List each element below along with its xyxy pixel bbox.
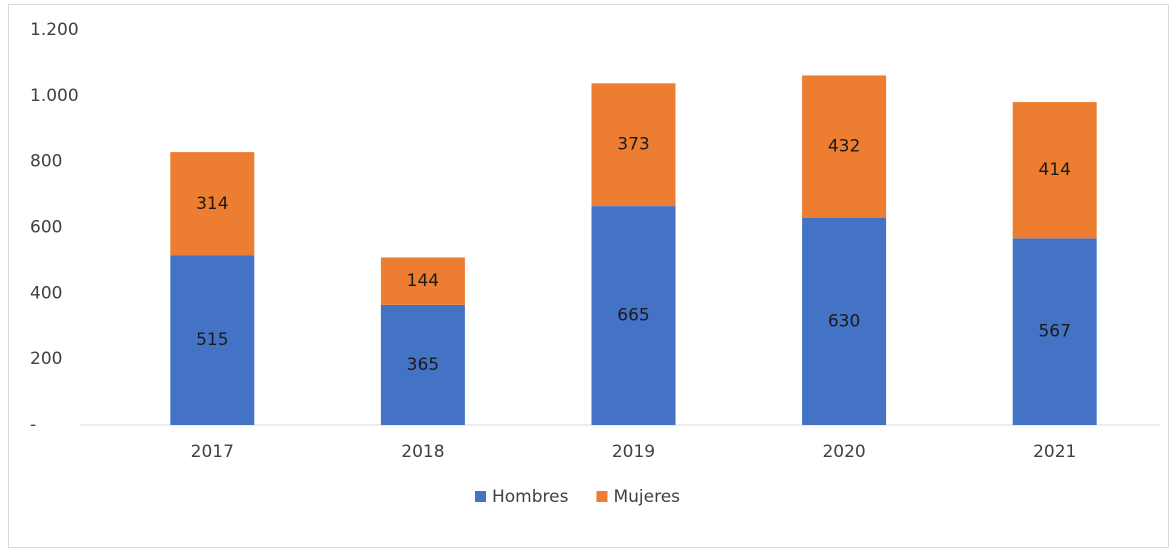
bar-segment xyxy=(170,152,255,256)
legend-label: Mujeres xyxy=(613,487,680,507)
legend-label: Hombres xyxy=(492,487,569,507)
bar-segment xyxy=(1012,238,1097,425)
x-tick-label: 2017 xyxy=(191,442,234,462)
bar-segment xyxy=(591,206,676,425)
bar-segment xyxy=(380,304,465,425)
bar-segment xyxy=(380,257,465,305)
x-tick-label: 2018 xyxy=(401,442,444,462)
bar-segment xyxy=(170,255,255,425)
bar-segment xyxy=(591,83,676,207)
y-tick-label: 600 xyxy=(30,218,62,238)
x-tick-label: 2021 xyxy=(1033,442,1076,462)
data-label: 144 xyxy=(407,271,439,291)
x-tick-label: 2019 xyxy=(612,442,655,462)
x-tick-label: 2020 xyxy=(822,442,865,462)
data-label: 567 xyxy=(1038,322,1070,342)
data-label: 373 xyxy=(617,135,649,155)
y-tick-label: 1.200 xyxy=(30,20,79,40)
data-label: 414 xyxy=(1038,160,1070,180)
bar-segment xyxy=(802,217,887,425)
y-tick-label: 400 xyxy=(30,283,62,303)
y-tick-label: 200 xyxy=(30,349,62,369)
legend-swatch xyxy=(596,491,608,502)
legend-swatch xyxy=(475,491,486,502)
data-label: 515 xyxy=(196,330,228,350)
data-label: 630 xyxy=(828,311,860,331)
data-label: 432 xyxy=(828,137,860,157)
bar-segment xyxy=(802,75,887,218)
data-label: 314 xyxy=(196,194,228,214)
y-tick-label: 1.000 xyxy=(30,86,79,106)
y-tick-label: - xyxy=(30,415,36,435)
y-tick-label: 800 xyxy=(30,152,62,172)
bar-segment xyxy=(1012,102,1097,239)
data-label: 365 xyxy=(407,355,439,375)
data-label: 665 xyxy=(617,306,649,326)
